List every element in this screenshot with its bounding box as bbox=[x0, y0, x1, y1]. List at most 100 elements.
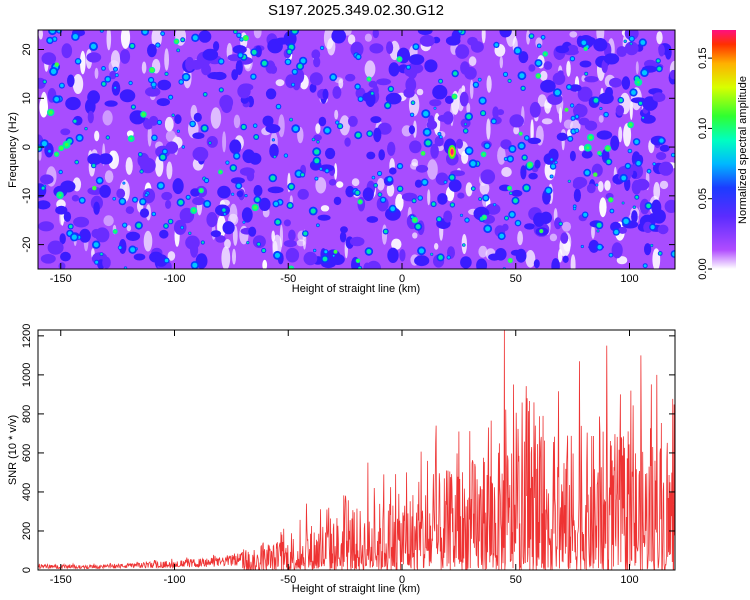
spectrogram-x-tick-label: -100 bbox=[163, 273, 185, 285]
spectrogram-hotspot-core bbox=[149, 67, 155, 73]
spectrogram-blob-core bbox=[223, 213, 226, 215]
spectrogram-blob-core bbox=[169, 95, 173, 99]
spectrogram-hotspot-core bbox=[358, 200, 362, 204]
spectrogram-patch bbox=[253, 185, 263, 197]
spectrogram-patch bbox=[332, 86, 342, 99]
spectrogram-streak bbox=[94, 130, 100, 142]
spectrogram-blob-core bbox=[324, 128, 330, 133]
spectrogram-patch bbox=[460, 256, 472, 269]
spectrogram-patch bbox=[520, 165, 527, 180]
spectrogram-patch bbox=[198, 30, 212, 43]
spectrogram-blob-core bbox=[273, 155, 276, 158]
spectrogram-hotspot-core bbox=[482, 153, 485, 156]
spectrogram-patch bbox=[174, 114, 182, 125]
spectrogram-streak bbox=[320, 205, 330, 212]
spectrogram-streak bbox=[275, 79, 285, 87]
spectrogram-hotspot-core bbox=[59, 146, 64, 151]
spectrogram-blob-core bbox=[389, 87, 393, 91]
spectrogram-streak bbox=[416, 88, 424, 96]
spectrogram-blob-core bbox=[241, 125, 246, 129]
spectrogram-patch bbox=[173, 219, 187, 235]
spectrogram-blob-core bbox=[470, 161, 476, 167]
spectrogram-hotspot-core bbox=[421, 151, 425, 156]
spectrogram-patch bbox=[212, 71, 227, 81]
spectrogram-blob-core bbox=[650, 225, 655, 230]
spectrogram-blob-core bbox=[240, 38, 243, 41]
spectrogram-blob-core bbox=[622, 202, 624, 204]
spectrogram-patch bbox=[303, 251, 318, 266]
spectrogram-patch bbox=[63, 211, 72, 222]
snr-y-tick-label: 0 bbox=[21, 567, 33, 573]
spectrogram-blob-core bbox=[320, 46, 324, 50]
spectrogram-patch bbox=[192, 197, 206, 206]
spectrogram-streak bbox=[563, 119, 574, 129]
spectrogram-blob-core bbox=[355, 190, 360, 195]
spectrogram-patch bbox=[658, 161, 674, 176]
spectrogram-blob-core bbox=[76, 59, 81, 64]
spectrogram-patch bbox=[350, 41, 364, 57]
spectrogram-patch bbox=[445, 95, 454, 104]
spectrogram-patch bbox=[67, 74, 75, 88]
spectrogram-patch bbox=[659, 144, 670, 152]
spectrogram-blob-core bbox=[462, 243, 465, 247]
spectrogram-blob-core bbox=[647, 169, 651, 173]
spectrogram-patch bbox=[388, 62, 400, 77]
spectrogram-patch bbox=[572, 180, 584, 190]
spectrogram-patch bbox=[442, 111, 454, 125]
spectrogram-patch bbox=[344, 137, 351, 147]
spectrogram-patch bbox=[560, 232, 569, 244]
spectrogram-blob-core bbox=[48, 149, 51, 153]
spectrogram-streak bbox=[296, 239, 306, 247]
spectrogram-blob-core bbox=[519, 73, 525, 79]
spectrogram-blob-core bbox=[291, 83, 295, 86]
spectrogram-hotspot-core bbox=[333, 250, 338, 254]
spectrogram-blob-core bbox=[274, 252, 280, 258]
spectrogram-patch bbox=[311, 49, 321, 60]
spectrogram-patch bbox=[229, 139, 242, 155]
spectrogram-streak bbox=[232, 248, 236, 265]
spectrogram-blob-core bbox=[438, 255, 443, 260]
spectrogram-blob-core bbox=[600, 107, 602, 110]
spectrogram-blob-core bbox=[447, 256, 451, 259]
spectrogram-streak bbox=[229, 203, 238, 224]
snr-x-tick-label: 0 bbox=[399, 574, 405, 586]
spectrogram-streak bbox=[233, 114, 241, 129]
spectrogram-blob-core bbox=[568, 137, 572, 141]
spectrogram-blob-core bbox=[438, 132, 441, 136]
spectrogram-patch bbox=[322, 88, 329, 100]
snr-x-label: Height of straight line (km) bbox=[292, 583, 420, 595]
spectrogram-patch bbox=[443, 210, 453, 223]
spectrogram-patch bbox=[658, 44, 665, 57]
spectrogram-streak bbox=[544, 102, 553, 109]
spectrogram-patch bbox=[387, 247, 399, 263]
spectrogram-blob-core bbox=[356, 55, 361, 59]
spectrogram-blob-core bbox=[330, 74, 336, 80]
spectrogram-blob-core bbox=[181, 226, 184, 229]
spectrogram-blob-core bbox=[584, 170, 590, 175]
spectrogram-blob-core bbox=[646, 203, 651, 209]
spectrogram-blob-core bbox=[284, 154, 288, 157]
spectrogram-patch bbox=[414, 179, 423, 188]
spectrogram-blob-core bbox=[371, 92, 374, 95]
spectrogram-streak bbox=[221, 246, 231, 269]
spectrogram-hotspot-core bbox=[64, 142, 69, 147]
spectrogram-hotspot-core bbox=[130, 137, 133, 140]
spectrogram-patch bbox=[349, 236, 365, 247]
spectrogram-patch bbox=[362, 187, 374, 201]
spectrogram-patch bbox=[573, 104, 588, 118]
spectrogram-blob-core bbox=[478, 78, 481, 81]
snr-x-tick-label: 100 bbox=[620, 574, 638, 586]
spectrogram-blob-core bbox=[609, 253, 613, 257]
spectrogram-blob-core bbox=[573, 207, 576, 210]
spectrogram-patch bbox=[40, 174, 54, 185]
spectrogram-blob-core bbox=[245, 194, 247, 197]
spectrogram-streak bbox=[591, 224, 595, 239]
spectrogram-hotspot-core bbox=[54, 62, 59, 67]
spectrogram-blob-core bbox=[186, 195, 190, 199]
spectrogram-blob-core bbox=[261, 60, 267, 66]
spectrogram-blob-core bbox=[431, 202, 436, 206]
spectrogram-blob-core bbox=[156, 43, 160, 47]
spectrogram-streak bbox=[481, 30, 486, 44]
spectrogram-streak bbox=[618, 126, 623, 143]
spectrogram-blob-core bbox=[378, 171, 382, 176]
